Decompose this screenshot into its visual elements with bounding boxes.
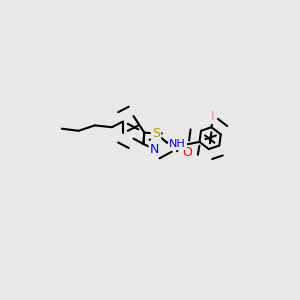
Text: O: O [183, 146, 192, 160]
Text: I: I [211, 110, 215, 123]
Text: N: N [150, 142, 159, 156]
Text: S: S [152, 127, 160, 140]
Text: NH: NH [169, 139, 186, 149]
